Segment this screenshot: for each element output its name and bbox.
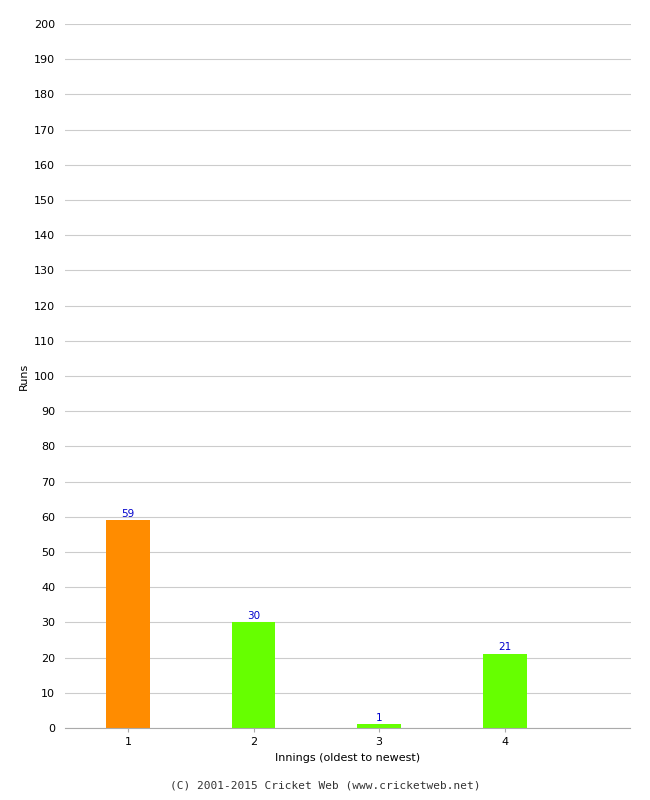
- Text: 59: 59: [121, 509, 135, 518]
- X-axis label: Innings (oldest to newest): Innings (oldest to newest): [275, 753, 421, 762]
- Text: 1: 1: [376, 713, 382, 722]
- Bar: [231, 622, 276, 728]
- Bar: [483, 654, 527, 728]
- Bar: [358, 725, 401, 728]
- Text: 21: 21: [498, 642, 512, 652]
- Bar: [106, 520, 150, 728]
- Text: 30: 30: [247, 610, 260, 621]
- Text: (C) 2001-2015 Cricket Web (www.cricketweb.net): (C) 2001-2015 Cricket Web (www.cricketwe…: [170, 781, 480, 790]
- Y-axis label: Runs: Runs: [19, 362, 29, 390]
